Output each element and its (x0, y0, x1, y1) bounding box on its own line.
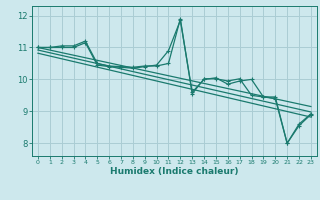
X-axis label: Humidex (Indice chaleur): Humidex (Indice chaleur) (110, 167, 239, 176)
